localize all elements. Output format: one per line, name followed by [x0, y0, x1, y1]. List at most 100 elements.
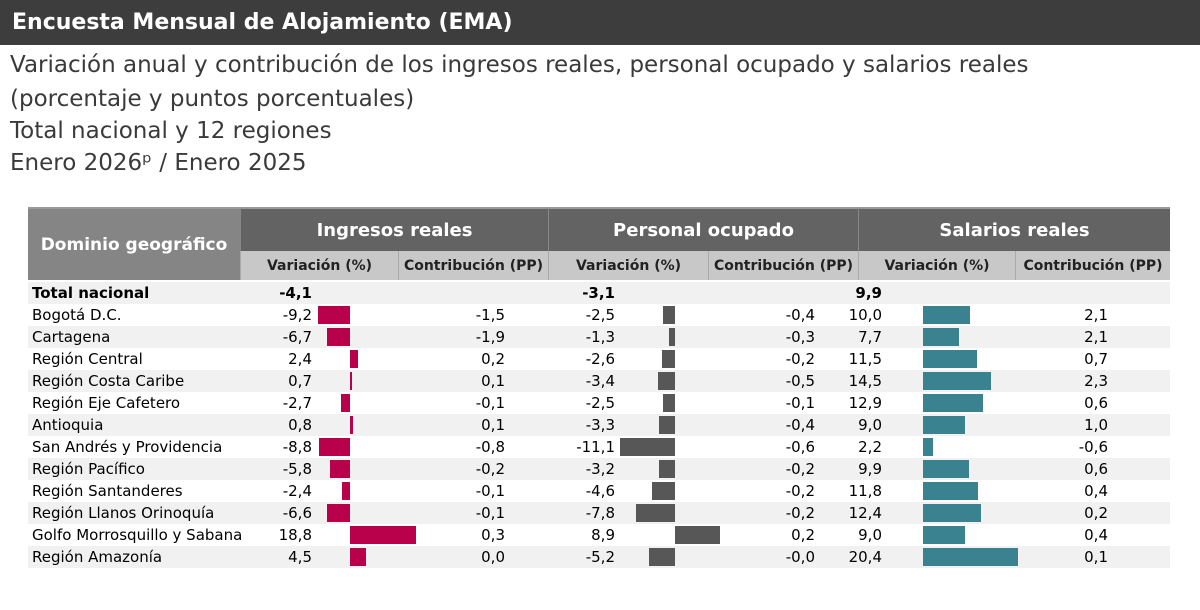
sal-variation-bar	[923, 526, 965, 544]
sal-variation-bar	[923, 504, 981, 522]
table-row-total: Total nacional -4,1 -3,1 9,9	[28, 282, 1170, 304]
per-contribution-value: -0,5	[785, 372, 815, 390]
sal-variation-value: 11,8	[848, 482, 882, 500]
sal-variation-value: 9,9	[858, 460, 882, 478]
subtitle-line-3: Total nacional y 12 regiones	[10, 118, 332, 144]
ing-contribution-value: -0,8	[475, 438, 505, 456]
table-row: Golfo Morrosquillo y Sabana 18,8 0,3 8,9 0,2…	[28, 524, 1170, 546]
ing-variation-bar	[350, 372, 353, 390]
per-contribution-value: 0,2	[791, 526, 815, 544]
ing-variation-value: -2,4	[282, 482, 312, 500]
sal-contribution-value: 0,7	[1084, 350, 1108, 368]
sal-contribution-value: 0,4	[1084, 526, 1108, 544]
per-variation-bar	[662, 394, 675, 412]
ing-variation-value: 0,7	[288, 372, 312, 390]
ing-contribution-value: 0,2	[481, 350, 505, 368]
per-variation-bar	[675, 526, 720, 544]
row-label: Región Santanderes	[32, 482, 183, 500]
per-variation-value: -7,8	[585, 504, 615, 522]
group-header-ingresos: Ingresos reales	[240, 207, 548, 251]
per-variation-value: -2,5	[585, 394, 615, 412]
ing-contribution-value: -0,1	[475, 504, 505, 522]
row-label: Cartagena	[32, 328, 111, 346]
ing-variation-value: -2,7	[282, 394, 312, 412]
table-row: Cartagena -6,7 -1,9 -1,3 -0,3 7,7 2,1	[28, 326, 1170, 348]
per-variation-bar	[619, 438, 675, 456]
ing-variation-bar	[319, 438, 350, 456]
sal-contribution-value: 0,6	[1084, 460, 1108, 478]
per-variation-value: -3,1	[582, 284, 615, 302]
ing-contribution-value: -1,5	[475, 306, 505, 324]
row-label: Golfo Morrosquillo y Sabana	[32, 526, 243, 544]
row-label: Total nacional	[32, 284, 150, 302]
per-variation-value: -11,1	[576, 438, 615, 456]
table-row: Región Pacífico -5,8 -0,2 -3,2 -0,2 9,9 0,6	[28, 458, 1170, 480]
per-variation-bar	[649, 548, 675, 566]
sal-contribution-value: 2,1	[1084, 328, 1108, 346]
ing-contribution-value: 0,3	[481, 526, 505, 544]
ing-contribution-value: -0,2	[475, 460, 505, 478]
subtitle-line-2: (porcentaje y puntos porcentuales)	[10, 86, 415, 112]
ing-variation-value: 18,8	[278, 526, 312, 544]
per-variation-value: -2,6	[585, 350, 615, 368]
ing-variation-bar	[317, 306, 350, 324]
row-label: Región Eje Cafetero	[32, 394, 181, 412]
ing-variation-bar	[340, 394, 350, 412]
per-contribution-value: -0,6	[785, 438, 815, 456]
per-variation-bar	[636, 504, 675, 522]
per-variation-bar	[652, 482, 675, 500]
ing-variation-value: -5,8	[282, 460, 312, 478]
ing-variation-value: 0,8	[288, 416, 312, 434]
ing-variation-value: 4,5	[288, 548, 312, 566]
sal-variation-bar	[923, 460, 970, 478]
group-header-salarios: Salarios reales	[858, 207, 1170, 251]
per-contribution-value: -0,4	[785, 306, 815, 324]
ing-variation-bar	[326, 328, 350, 346]
ing-variation-bar	[329, 460, 350, 478]
sal-variation-value: 9,0	[858, 416, 882, 434]
sal-contribution-value: 0,4	[1084, 482, 1108, 500]
per-variation-bar	[662, 350, 675, 368]
sal-contribution-value: 1,0	[1084, 416, 1108, 434]
ing-variation-value: -9,2	[282, 306, 312, 324]
subtitle-line-4: Enero 2026ᵖ / Enero 2025	[10, 150, 307, 176]
ing-contribution-value: -0,1	[475, 394, 505, 412]
ing-variation-bar	[350, 526, 416, 544]
sal-variation-bar	[923, 548, 1019, 566]
table-row: Región Central 2,4 0,2 -2,6 -0,2 11,5 0,7	[28, 348, 1170, 370]
ing-variation-bar	[350, 416, 353, 434]
ing-contribution-value: 0,0	[481, 548, 505, 566]
sal-variation-bar	[923, 438, 934, 456]
ing-contribution-value: -0,1	[475, 482, 505, 500]
per-variation-value: -3,3	[585, 416, 615, 434]
per-variation-value: -4,6	[585, 482, 615, 500]
subheader-salarios-variacion: Variación (%)	[858, 251, 1015, 280]
per-variation-value: -3,4	[585, 372, 615, 390]
ing-variation-bar	[350, 350, 359, 368]
sal-contribution-value: 0,1	[1084, 548, 1108, 566]
sal-variation-value: 9,9	[855, 284, 882, 302]
per-variation-bar	[658, 416, 675, 434]
sal-variation-bar	[923, 306, 970, 324]
per-variation-value: -3,2	[585, 460, 615, 478]
ing-variation-value: -8,8	[282, 438, 312, 456]
subheader-salarios-contribucion: Contribución (PP)	[1015, 251, 1170, 280]
sal-variation-value: 7,7	[858, 328, 882, 346]
sal-contribution-value: 2,3	[1084, 372, 1108, 390]
subheader-ingresos-contribucion: Contribución (PP)	[398, 251, 548, 280]
sal-variation-bar	[923, 350, 977, 368]
row-label: Región Central	[32, 350, 143, 368]
sal-variation-value: 11,5	[848, 350, 882, 368]
sal-variation-bar	[923, 328, 959, 346]
ing-contribution-value: -1,9	[475, 328, 505, 346]
per-variation-bar	[658, 372, 675, 390]
ing-variation-bar	[326, 504, 350, 522]
per-contribution-value: -0,2	[785, 482, 815, 500]
ing-variation-value: 2,4	[288, 350, 312, 368]
sal-variation-value: 20,4	[848, 548, 882, 566]
subheader-personal-contribucion: Contribución (PP)	[708, 251, 858, 280]
row-label: Región Pacífico	[32, 460, 145, 478]
row-label: Región Llanos Orinoquía	[32, 504, 215, 522]
per-contribution-value: -0,4	[785, 416, 815, 434]
sal-contribution-value: 0,6	[1084, 394, 1108, 412]
